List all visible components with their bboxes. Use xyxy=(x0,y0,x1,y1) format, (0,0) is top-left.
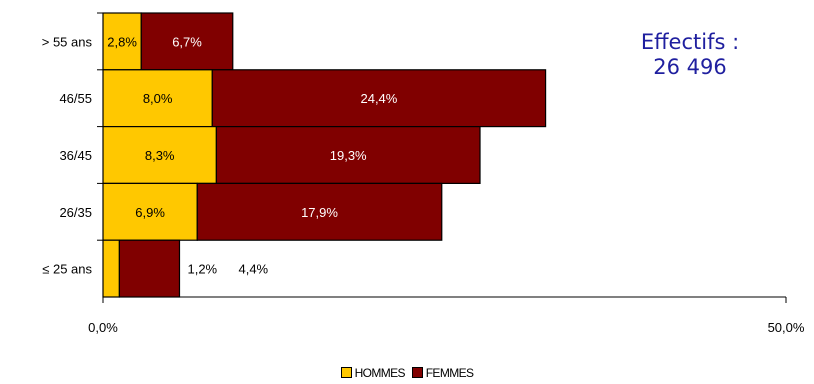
effectifs-annotation: Effectifs : 26 496 xyxy=(610,30,770,80)
legend-swatch-hommes xyxy=(340,367,352,378)
legend-label-hommes: HOMMES xyxy=(354,366,406,380)
data-label-femmes: 17,9% xyxy=(301,205,338,220)
legend-label-femmes: FEMMES xyxy=(425,366,474,380)
legend: HOMMES FEMMES xyxy=(0,366,814,380)
data-label-femmes: 4,4% xyxy=(238,262,268,277)
data-label-femmes: 24,4% xyxy=(360,91,397,106)
annotation-line-2: 26 496 xyxy=(653,55,727,79)
data-label-hommes: 6,9% xyxy=(135,205,165,220)
data-label-hommes: 8,0% xyxy=(143,91,173,106)
data-label-femmes: 6,7% xyxy=(172,34,202,49)
data-label-hommes: 8,3% xyxy=(145,148,175,163)
bar-femmes xyxy=(118,239,181,298)
annotation-line-1: Effectifs : xyxy=(640,30,740,54)
x-tick-label: 50,0% xyxy=(768,320,805,335)
data-label-hommes: 1,2% xyxy=(187,262,217,277)
legend-swatch-femmes xyxy=(411,367,423,378)
bar-hommes xyxy=(102,239,120,298)
data-label-hommes: 2,8% xyxy=(107,34,137,49)
bar-femmes xyxy=(140,12,234,71)
category-label: ≤ 25 ans xyxy=(42,262,92,277)
bar-femmes xyxy=(196,182,443,241)
bar-femmes xyxy=(211,69,547,128)
category-label: > 55 ans xyxy=(42,34,93,49)
x-tick-label: 0,0% xyxy=(88,320,118,335)
category-label: 26/35 xyxy=(59,205,92,220)
category-label: 46/55 xyxy=(59,91,92,106)
category-label: 36/45 xyxy=(59,148,92,163)
legend-item-femmes: FEMMES xyxy=(411,366,474,380)
data-label-femmes: 19,3% xyxy=(330,148,367,163)
legend-item-hommes: HOMMES xyxy=(340,366,406,380)
